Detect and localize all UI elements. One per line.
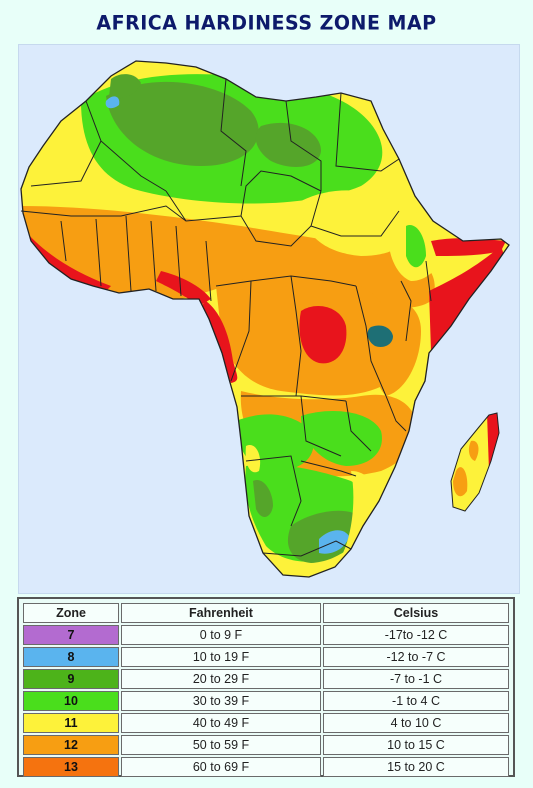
zone-legend: Zone Fahrenheit Celsius 7 0 to 9 F -17to… [17,597,515,777]
legend-header-row: Zone Fahrenheit Celsius [23,603,509,623]
map-title: AFRICA HARDINESS ZONE MAP [96,11,437,35]
fahrenheit-range: 10 to 19 F [121,647,321,667]
fahrenheit-range: 50 to 59 F [121,735,321,755]
africa-mainland [21,61,509,577]
legend-row-zone-10: 10 30 to 39 F -1 to 4 C [23,691,509,711]
legend-row-zone-8: 8 10 to 19 F -12 to -7 C [23,647,509,667]
celsius-range: -1 to 4 C [323,691,509,711]
fahrenheit-range: 40 to 49 F [121,713,321,733]
legend-row-zone-13: 13 60 to 69 F 15 to 20 C [23,757,509,777]
header-celsius: Celsius [323,603,509,623]
legend-row-zone-9: 9 20 to 29 F -7 to -1 C [23,669,509,689]
fahrenheit-range: 0 to 9 F [121,625,321,645]
fahrenheit-range: 60 to 69 F [121,757,321,777]
header-fahrenheit: Fahrenheit [121,603,321,623]
celsius-range: -12 to -7 C [323,647,509,667]
celsius-range: 4 to 10 C [323,713,509,733]
header-zone: Zone [23,603,119,623]
celsius-range: 15 to 20 C [323,757,509,777]
celsius-range: -17to -12 C [323,625,509,645]
legend-table: Zone Fahrenheit Celsius 7 0 to 9 F -17to… [21,601,511,779]
legend-row-zone-11: 11 40 to 49 F 4 to 10 C [23,713,509,733]
zone-swatch: 11 [23,713,119,733]
legend-row-zone-7: 7 0 to 9 F -17to -12 C [23,625,509,645]
zone-swatch: 8 [23,647,119,667]
africa-map [18,44,520,594]
zone-swatch: 13 [23,757,119,777]
fahrenheit-range: 30 to 39 F [121,691,321,711]
fahrenheit-range: 20 to 29 F [121,669,321,689]
celsius-range: 10 to 15 C [323,735,509,755]
zone-swatch: 12 [23,735,119,755]
madagascar [451,413,499,511]
zone-swatch: 10 [23,691,119,711]
country-borders [20,60,510,578]
legend-row-zone-12: 12 50 to 59 F 10 to 15 C [23,735,509,755]
zone-swatch: 9 [23,669,119,689]
zone-swatch: 7 [23,625,119,645]
africa-map-svg [20,60,510,578]
celsius-range: -7 to -1 C [323,669,509,689]
